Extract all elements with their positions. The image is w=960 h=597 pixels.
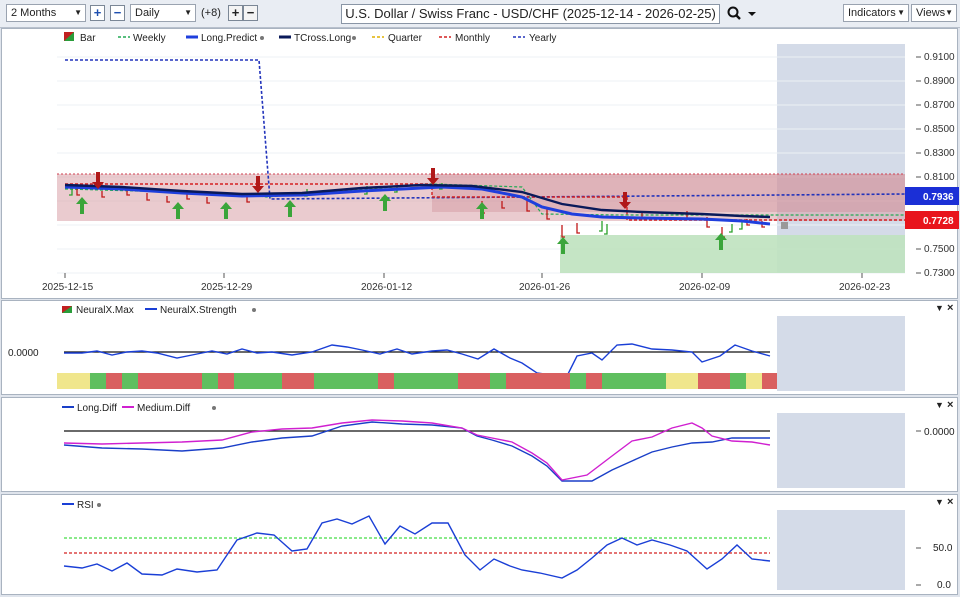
search-icon — [727, 6, 756, 20]
legend-weekly: Weekly — [133, 33, 166, 44]
future-area — [777, 510, 905, 590]
zoom-in-button[interactable]: + — [90, 5, 105, 21]
price-tick: 0.8500 — [924, 124, 955, 135]
date-label: 2026-02-09 — [679, 282, 731, 293]
rsi-tick: 50.0 — [933, 543, 953, 554]
price-tick: 0.8900 — [924, 76, 955, 87]
close-icon[interactable]: × — [947, 496, 954, 508]
diff-chart[interactable]: Long.Diff Medium.Diff 0.0000 — [2, 398, 959, 493]
price-axis: 0.9100 0.8900 0.8700 0.8500 0.8300 0.810… — [916, 52, 955, 279]
legend-long-diff: Long.Diff — [77, 403, 117, 414]
rsi-panel: RSI 50.0 0.0 ▼ × — [1, 494, 958, 595]
neuralx-chart[interactable]: NeuralX.Max NeuralX.Strength 0.0000 — [2, 301, 959, 396]
diff-axis-label: 0.0000 — [924, 427, 955, 438]
current-marker — [781, 222, 788, 229]
plus-icon: + — [93, 5, 102, 20]
collapse-icon[interactable]: ▼ — [935, 400, 944, 410]
zoom-out-button[interactable]: − — [110, 5, 125, 21]
long-predict-line — [64, 185, 771, 226]
date-axis-ticks — [64, 273, 863, 278]
price-chart[interactable]: Bar Weekly Long.Predict TCross.Long Quar… — [2, 29, 959, 300]
legend-neuralx-strength: NeuralX.Strength — [160, 305, 237, 316]
support-zone — [560, 235, 905, 273]
close-icon[interactable]: × — [947, 399, 954, 411]
legend-neuralx-max: NeuralX.Max — [76, 305, 134, 316]
legend-bar: Bar — [80, 33, 96, 44]
future-area — [777, 44, 905, 273]
symbol-title[interactable]: U.S. Dollar / Swiss Franc - USD/CHF (202… — [341, 4, 720, 24]
chevron-down-icon: ▼ — [184, 8, 192, 17]
strength-line — [64, 343, 771, 383]
legend-rsi: RSI — [77, 500, 94, 511]
rsi-tick: 0.0 — [937, 580, 951, 591]
offset-minus-button[interactable]: − — [243, 5, 258, 21]
interval-value: Daily — [135, 7, 160, 19]
legend-medium-diff: Medium.Diff — [137, 403, 190, 414]
search-button[interactable] — [726, 5, 758, 23]
chevron-down-icon: ▼ — [945, 8, 953, 17]
collapse-icon[interactable]: ▼ — [935, 497, 944, 507]
views-button[interactable]: Views ▼ — [911, 4, 957, 22]
date-label: 2026-02-23 — [839, 282, 891, 293]
chevron-down-icon: ▼ — [74, 8, 82, 17]
buy-arrows — [76, 194, 727, 254]
price-label-blue-text: 0.7936 — [923, 192, 954, 203]
offset-plus-button[interactable]: + — [228, 5, 243, 21]
views-label: Views — [916, 7, 946, 19]
legend-yearly: Yearly — [529, 33, 556, 44]
close-icon[interactable]: × — [947, 302, 954, 314]
legend-long-predict: Long.Predict — [201, 33, 257, 44]
toolbar: 2 Months ▼ + − Daily ▼ (+8) + − U.S. Dolla… — [0, 0, 960, 28]
neuralx-axis-label: 0.0000 — [8, 348, 39, 359]
neuralx-panel: NeuralX.Max NeuralX.Strength 0.0000 ▼ × — [1, 300, 958, 395]
main-legend: Bar Weekly Long.Predict TCross.Long Quar… — [64, 32, 556, 44]
plus-icon: + — [231, 5, 240, 20]
offset-label: (+8) — [201, 7, 221, 19]
long-diff-line — [63, 421, 770, 482]
price-tick: 0.7300 — [924, 268, 955, 279]
future-area — [777, 413, 905, 488]
range-value: 2 Months — [11, 7, 57, 19]
price-tick: 0.8100 — [924, 172, 955, 183]
legend-monthly: Monthly — [455, 33, 490, 44]
interval-select[interactable]: Daily ▼ — [130, 4, 196, 22]
range-select[interactable]: 2 Months ▼ — [6, 4, 86, 22]
date-label: 2026-01-12 — [361, 282, 413, 293]
price-tick: 0.8300 — [924, 148, 955, 159]
price-tick: 0.7500 — [924, 244, 955, 255]
date-label: 2025-12-15 — [42, 282, 94, 293]
date-label: 2026-01-26 — [519, 282, 571, 293]
diff-panel: Long.Diff Medium.Diff 0.0000 ▼ × — [1, 397, 958, 492]
collapse-icon[interactable]: ▼ — [935, 303, 944, 313]
neuralx-bars — [57, 373, 777, 389]
minus-icon: − — [246, 5, 255, 20]
indicators-button[interactable]: Indicators ▼ — [843, 4, 909, 22]
price-label-red-text: 0.7728 — [923, 216, 954, 227]
indicators-label: Indicators — [848, 7, 896, 19]
future-area — [777, 316, 905, 391]
tcross-long-line — [64, 183, 771, 219]
minus-icon: − — [113, 5, 122, 20]
sell-arrows — [92, 168, 631, 209]
chevron-down-icon: ▼ — [897, 8, 905, 17]
rsi-line — [63, 515, 771, 579]
price-panel: Bar Weekly Long.Predict TCross.Long Quar… — [1, 28, 959, 300]
price-tick: 0.8700 — [924, 100, 955, 111]
medium-diff-line — [63, 419, 771, 481]
legend-quarter: Quarter — [388, 33, 423, 44]
price-label-red — [905, 211, 959, 229]
price-tick: 0.9100 — [924, 52, 955, 63]
price-label-blue — [905, 187, 959, 205]
legend-tcross-long: TCross.Long — [294, 33, 351, 44]
rsi-chart[interactable]: RSI 50.0 0.0 — [2, 495, 959, 596]
date-label: 2025-12-29 — [201, 282, 253, 293]
resistance-zone-dark — [432, 174, 905, 212]
